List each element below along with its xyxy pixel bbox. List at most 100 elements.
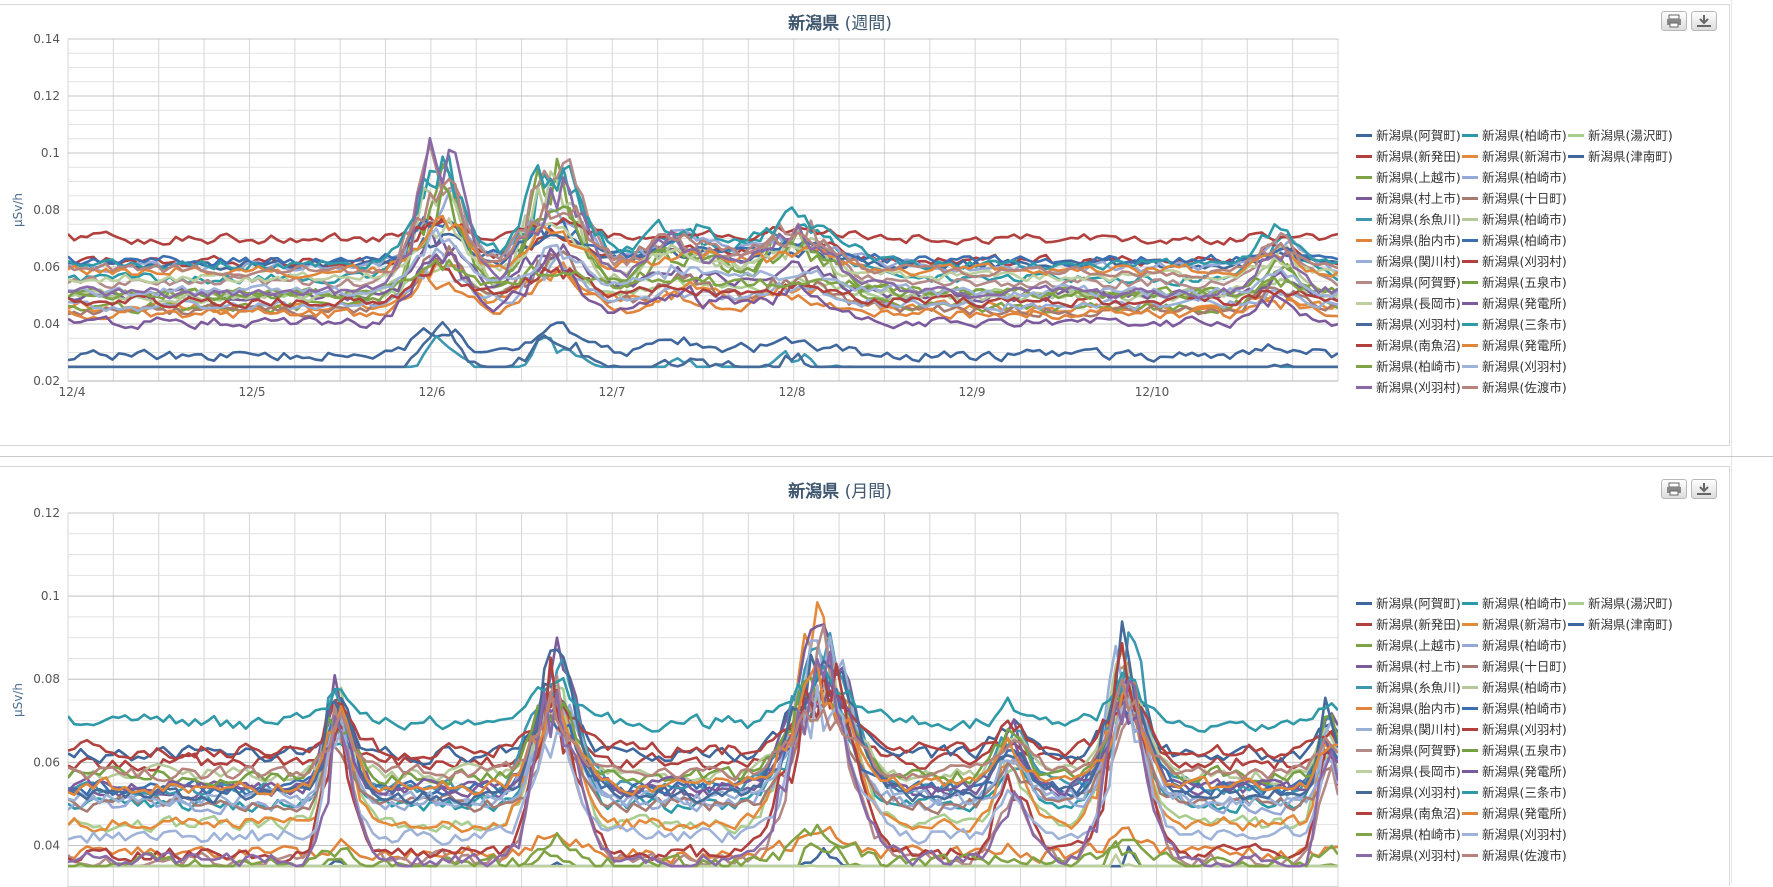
legend-item[interactable]: 新潟県(五泉市)	[1462, 742, 1567, 760]
legend-label: 新潟県(五泉市)	[1482, 275, 1567, 290]
legend-item[interactable]: 新潟県(村上市)	[1356, 190, 1461, 208]
y-tick-label: 0.12	[33, 89, 60, 103]
legend-item[interactable]: 新潟県(胎内市)	[1356, 700, 1461, 718]
print-button[interactable]	[1661, 11, 1687, 31]
download-button[interactable]	[1691, 11, 1717, 31]
print-button-monthly[interactable]	[1661, 479, 1687, 499]
legend-item[interactable]: 新潟県(津南町)	[1568, 148, 1673, 166]
legend-item[interactable]: 新潟県(上越市)	[1356, 637, 1461, 655]
y-tick-label: 0.06	[33, 755, 60, 769]
legend-item[interactable]: 新潟県(柏崎市)	[1356, 826, 1461, 844]
legend-item[interactable]: 新潟県(三条市)	[1462, 784, 1567, 802]
legend-swatch	[1462, 623, 1478, 626]
legend-item[interactable]: 新潟県(佐渡市)	[1462, 847, 1567, 865]
legend-item[interactable]: 新潟県(刈羽村)	[1462, 721, 1567, 739]
legend-swatch	[1462, 134, 1478, 137]
legend-item[interactable]: 新潟県(津南町)	[1568, 616, 1673, 634]
legend-swatch	[1462, 344, 1478, 347]
legend-item[interactable]: 新潟県(胎内市)	[1356, 232, 1461, 250]
legend-swatch	[1568, 155, 1584, 158]
legend-item[interactable]: 新潟県(糸魚川)	[1356, 679, 1461, 697]
legend-item[interactable]: 新潟県(十日町)	[1462, 658, 1567, 676]
legend-item[interactable]: 新潟県(阿賀野)	[1356, 742, 1461, 760]
weekly-chart-title: 新潟県 (週間)	[788, 14, 892, 34]
legend-item[interactable]: 新潟県(発電所)	[1462, 337, 1567, 355]
legend-label: 新潟県(阿賀野)	[1376, 743, 1461, 758]
legend-item[interactable]: 新潟県(発電所)	[1462, 805, 1567, 823]
legend-item[interactable]: 新潟県(阿賀町)	[1356, 595, 1461, 613]
legend-label: 新潟県(発電所)	[1482, 338, 1567, 353]
legend-label: 新潟県(刈羽村)	[1376, 380, 1461, 395]
download-button-monthly[interactable]	[1691, 479, 1717, 499]
legend-item[interactable]: 新潟県(発電所)	[1462, 763, 1567, 781]
legend-item[interactable]: 新潟県(刈羽村)	[1356, 847, 1461, 865]
series-line	[68, 620, 1338, 806]
legend-label: 新潟県(新潟市)	[1482, 149, 1567, 164]
legend-item[interactable]: 新潟県(新潟市)	[1462, 616, 1567, 634]
legend-item[interactable]: 新潟県(柏崎市)	[1462, 700, 1567, 718]
legend-item[interactable]: 新潟県(新潟市)	[1462, 148, 1567, 166]
legend-label: 新潟県(胎内市)	[1376, 233, 1461, 248]
download-icon	[1697, 15, 1711, 27]
legend-item[interactable]: 新潟県(刈羽村)	[1462, 358, 1567, 376]
series-line	[68, 227, 1338, 300]
x-tick-label: 12/8	[779, 385, 806, 399]
legend-item[interactable]: 新潟県(柏崎市)	[1462, 637, 1567, 655]
legend-label: 新潟県(柏崎市)	[1482, 596, 1567, 611]
legend-swatch	[1462, 791, 1478, 794]
legend-item[interactable]: 新潟県(発電所)	[1462, 295, 1567, 313]
legend-label: 新潟県(新発田)	[1376, 149, 1461, 164]
legend-swatch	[1462, 770, 1478, 773]
legend-item[interactable]: 新潟県(阿賀野)	[1356, 274, 1461, 292]
legend-item[interactable]: 新潟県(湯沢町)	[1568, 595, 1673, 613]
legend-item[interactable]: 新潟県(上越市)	[1356, 169, 1461, 187]
legend-item[interactable]: 新潟県(長岡市)	[1356, 295, 1461, 313]
legend-swatch	[1462, 386, 1478, 389]
legend-item[interactable]: 新潟県(関川村)	[1356, 253, 1461, 271]
x-tick-label: 12/7	[599, 385, 626, 399]
legend-label: 新潟県(糸魚川)	[1376, 212, 1461, 227]
legend-swatch	[1462, 728, 1478, 731]
legend-item[interactable]: 新潟県(湯沢町)	[1568, 127, 1673, 145]
legend-item[interactable]: 新潟県(関川村)	[1356, 721, 1461, 739]
series-line	[68, 321, 1338, 363]
y-tick-label: 0.04	[33, 838, 60, 852]
legend-swatch	[1356, 707, 1372, 710]
legend-label: 新潟県(三条市)	[1482, 317, 1567, 332]
legend-item[interactable]: 新潟県(柏崎市)	[1462, 595, 1567, 613]
legend-item[interactable]: 新潟県(柏崎市)	[1462, 169, 1567, 187]
legend-item[interactable]: 新潟県(柏崎市)	[1462, 127, 1567, 145]
legend-label: 新潟県(糸魚川)	[1376, 680, 1461, 695]
legend-item[interactable]: 新潟県(三条市)	[1462, 316, 1567, 334]
legend-item[interactable]: 新潟県(刈羽村)	[1462, 253, 1567, 271]
legend-item[interactable]: 新潟県(村上市)	[1356, 658, 1461, 676]
legend-swatch	[1462, 197, 1478, 200]
legend-label: 新潟県(刈羽村)	[1376, 848, 1461, 863]
legend-item[interactable]: 新潟県(南魚沼)	[1356, 337, 1461, 355]
weekly-line-chart: 0.02 0.04 0.06 0.08 0.1 0.12 0.14 12/4 12/5 12/6 1…	[11, 32, 1339, 399]
legend-item[interactable]: 新潟県(長岡市)	[1356, 763, 1461, 781]
series-line	[68, 155, 1338, 272]
legend-item[interactable]: 新潟県(柏崎市)	[1356, 358, 1461, 376]
legend-swatch	[1356, 323, 1372, 326]
legend-item[interactable]: 新潟県(佐渡市)	[1462, 379, 1567, 397]
legend-item[interactable]: 新潟県(柏崎市)	[1462, 232, 1567, 250]
legend-item[interactable]: 新潟県(柏崎市)	[1462, 211, 1567, 229]
legend-item[interactable]: 新潟県(刈羽村)	[1356, 379, 1461, 397]
x-tick-label: 12/4	[59, 385, 86, 399]
legend-item[interactable]: 新潟県(刈羽村)	[1462, 826, 1567, 844]
legend-item[interactable]: 新潟県(新発田)	[1356, 616, 1461, 634]
y-tick-label: 0.1	[41, 589, 60, 603]
legend-item[interactable]: 新潟県(南魚沼)	[1356, 805, 1461, 823]
legend-item[interactable]: 新潟県(五泉市)	[1462, 274, 1567, 292]
legend-swatch	[1462, 644, 1478, 647]
legend-item[interactable]: 新潟県(刈羽村)	[1356, 316, 1461, 334]
legend-item[interactable]: 新潟県(十日町)	[1462, 190, 1567, 208]
legend-item[interactable]: 新潟県(新発田)	[1356, 148, 1461, 166]
legend-item[interactable]: 新潟県(柏崎市)	[1462, 679, 1567, 697]
legend-item[interactable]: 新潟県(刈羽村)	[1356, 784, 1461, 802]
legend-item[interactable]: 新潟県(糸魚川)	[1356, 211, 1461, 229]
legend-swatch	[1356, 728, 1372, 731]
weekly-chart-panel: 新潟県 (週間) 0.02 0.04 0.06 0.08 0.1 0.12 0.14 12/4…	[0, 4, 1730, 446]
legend-item[interactable]: 新潟県(阿賀町)	[1356, 127, 1461, 145]
